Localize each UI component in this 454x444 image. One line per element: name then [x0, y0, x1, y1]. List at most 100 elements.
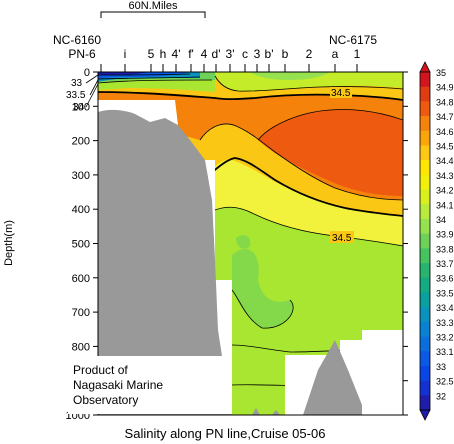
colorbar-swatch: [420, 292, 430, 308]
field-33-0-shelf: [98, 72, 150, 75]
contour-shelf-3: [98, 79, 213, 84]
colorbar-swatch: [420, 365, 430, 381]
colorbar-tick-label: 33.7: [436, 259, 454, 269]
seafloor-slope: [98, 109, 232, 415]
colorbar-swatch: [420, 307, 430, 323]
y-tick-label: 200: [72, 136, 90, 148]
contour-labels: 33 33.5 34 34.5 34.5: [66, 74, 354, 244]
colorbar-swatch: [420, 336, 430, 352]
colorbar-swatch: [420, 86, 430, 102]
station-label: c: [242, 47, 248, 61]
station-label: 4: [201, 47, 208, 61]
contour-34-6: [199, 123, 403, 201]
note-line-1: Product of: [73, 363, 128, 377]
colorbar-tick-label: 34.6: [436, 127, 454, 137]
colorbar-tick-label: 34.4: [436, 156, 454, 166]
colorbar-tick-label: 33.6: [436, 274, 454, 284]
station-label: d': [212, 47, 221, 61]
colorbar-tick-label: 33.8: [436, 244, 454, 254]
field-34-2-pocket-upper: [236, 235, 251, 249]
y-tick-label: 800: [72, 341, 90, 353]
contour-34-4: [209, 206, 403, 247]
y-tick-label: 400: [72, 204, 90, 216]
field-34-2-pocket: [232, 249, 294, 329]
contour-34-7: [257, 109, 403, 141]
contour-34-5-surface: [98, 91, 403, 101]
station-label: b': [265, 47, 274, 61]
colorbar-tick-label: 32: [436, 391, 446, 401]
station-label: f': [188, 47, 194, 61]
colorbar-tick-label: 34.1: [436, 200, 454, 210]
colorbar-swatch: [420, 233, 430, 249]
colorbar-swatch: [420, 130, 430, 146]
colorbar-swatch: [420, 321, 430, 337]
colorbar-tick-label: 34.5: [436, 141, 454, 151]
colorbar-tick-label: 32.5: [436, 377, 454, 387]
colorbar-tick-label: 33: [436, 362, 446, 372]
station-label: i: [124, 47, 127, 61]
y-tick-label: 300: [72, 170, 90, 182]
contour-34-2-pocket: [231, 289, 294, 329]
left-line-label: PN-6: [68, 47, 96, 61]
station-label: h: [160, 47, 167, 61]
colorbar-max-arrow: [419, 61, 431, 73]
seafloor-bump: [252, 408, 260, 415]
station-label: a: [332, 47, 339, 61]
note-line-2: Nagasaki Marine: [73, 378, 163, 392]
colorbar-tick-label: 33.3: [436, 318, 454, 328]
contour-shelf-2: [98, 76, 201, 80]
station-label: 3': [226, 47, 235, 61]
plot-area: [98, 72, 403, 415]
colorbar-tick-label: 34.3: [436, 171, 454, 181]
field-34-7-core: [258, 109, 403, 196]
station-label: 5: [148, 47, 155, 61]
contour-shelf-1: [98, 73, 191, 76]
y-tick-label: 500: [72, 239, 90, 251]
station-label: 4': [172, 47, 181, 61]
contour-34-3: [214, 75, 403, 92]
colorbar-tick-label: 33.5: [436, 288, 454, 298]
colorbar-tick-label: 33.9: [436, 230, 454, 240]
station-label: 3: [254, 47, 261, 61]
y-tick-label: 600: [72, 273, 90, 285]
colorbar-swatch: [420, 277, 430, 293]
colorbar-min-arrow: [419, 409, 431, 421]
contour-34-5-deep: [202, 157, 403, 217]
colorbar-swatch: [420, 395, 430, 411]
contour-label-34: 34: [73, 102, 85, 113]
colorbar-swatch: [420, 248, 430, 264]
colorbar-swatch: [420, 160, 430, 176]
colorbar-swatch: [420, 218, 430, 234]
colorbar-tick-label: 34.2: [436, 186, 454, 196]
colorbar-swatch: [420, 189, 430, 205]
colorbar-tick-label: 33.1: [436, 347, 454, 357]
field-34-1-surface: [250, 72, 330, 80]
y-tick-label: 100: [72, 101, 90, 113]
seafloor-bump-2: [272, 410, 280, 415]
colorbar: 35 34.9 34.8 34.7 34.6 34.5 34.4 34.3 34.2 34.1 34…: [419, 61, 454, 421]
station-label: 1: [354, 47, 361, 61]
note-line-3: Observatory: [73, 393, 138, 407]
right-station-label: NC-6175: [329, 33, 377, 47]
contour-label-33: 33: [71, 78, 83, 89]
colorbar-swatch: [420, 174, 430, 190]
station-label: b: [282, 47, 289, 61]
colorbar-tick-label: 34.7: [436, 112, 454, 122]
colorbar-swatch: [420, 263, 430, 279]
y-tick-label: 0: [84, 67, 90, 79]
colorbar-swatch: [420, 204, 430, 220]
contour-label-33-5: 33.5: [66, 90, 86, 101]
colorbar-tick-label: 35: [436, 68, 446, 78]
station-label: 2: [306, 47, 313, 61]
colorbar-swatch: [420, 145, 430, 161]
colorbar-tick-label: 34: [436, 215, 446, 225]
station-labels: i 5 h 4' f' 4 d' 3' c 3 b' b 2 a 1: [100, 47, 361, 72]
chart-title: Salinity along PN line,Cruise 05-06: [125, 426, 326, 441]
product-note: Product of Nagasaki Marine Observatory: [68, 356, 232, 414]
seafloor-knoll: [303, 340, 362, 415]
colorbar-tick-label: 33.4: [436, 303, 454, 313]
colorbar-swatch: [420, 380, 430, 396]
scale-bar-label: 60N.Miles: [129, 0, 178, 12]
contour-label-34-5-lower: 34.5: [332, 233, 352, 244]
